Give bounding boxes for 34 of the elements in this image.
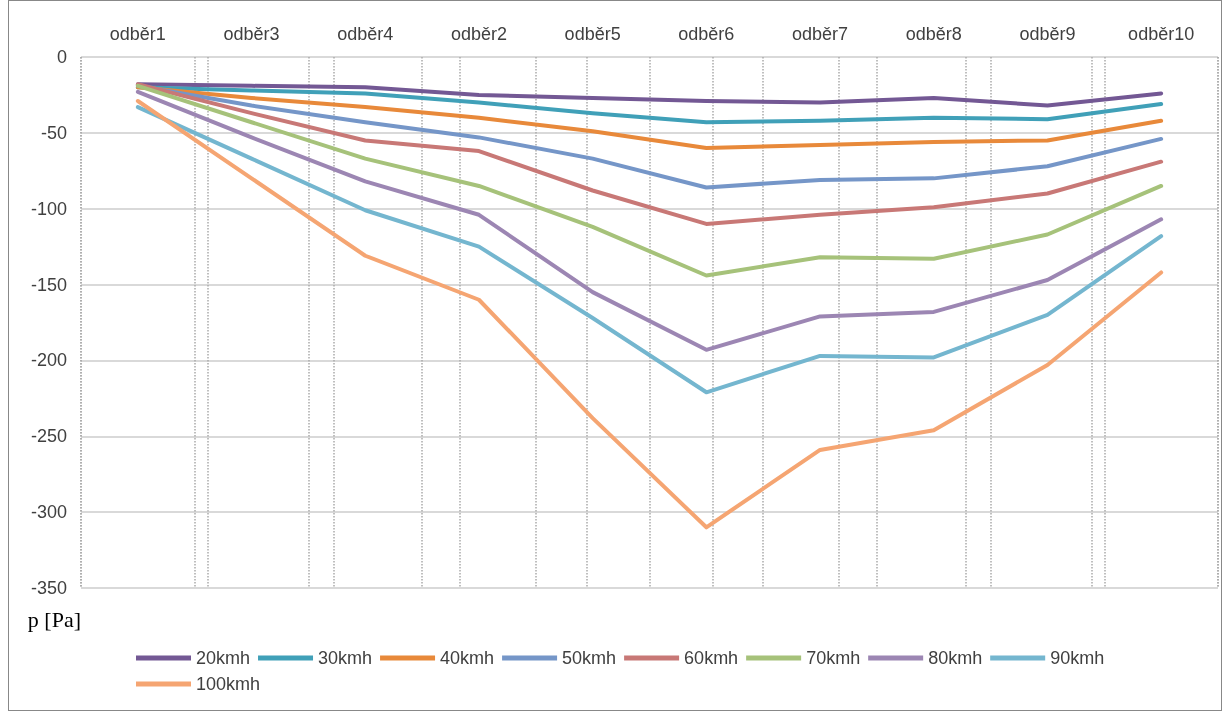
legend-label: 90kmh: [1050, 648, 1105, 668]
legend-label: 100kmh: [196, 674, 261, 694]
x-tick-label: odběr2: [450, 24, 507, 44]
line-series: [135, 83, 1164, 278]
x-tick-label: odběr7: [792, 24, 849, 44]
x-tick-label: odběr8: [905, 24, 962, 44]
y-tick-label: -100: [30, 198, 67, 219]
y-tick-label: -150: [30, 274, 67, 295]
y-tick-label: -350: [30, 578, 67, 598]
legend-label: 40kmh: [440, 648, 495, 668]
line-series: [135, 82, 1164, 226]
y-tick-label: 0: [56, 47, 67, 67]
legend-label: 20kmh: [196, 648, 251, 668]
x-tick-label: odběr1: [109, 24, 166, 44]
x-tick-label: odběr4: [337, 24, 394, 44]
x-tick-label: odběr3: [223, 24, 280, 44]
line-series: [135, 85, 1164, 151]
legend-label: 80kmh: [928, 648, 983, 668]
y-axis-title: p [Pa]: [27, 606, 81, 632]
y-tick-label: -300: [30, 502, 67, 523]
y-tick-label: -250: [30, 426, 67, 447]
x-tick-label: odběr6: [678, 24, 735, 44]
x-tick-label: odběr9: [1019, 24, 1076, 44]
legend-label: 50kmh: [562, 648, 617, 668]
y-tick-label: -50: [40, 122, 67, 143]
legend-label: 60kmh: [684, 648, 739, 668]
x-tick-label: odběr10: [1128, 24, 1195, 44]
line-series: [135, 105, 1164, 395]
legend-label: 70kmh: [806, 648, 861, 668]
line-series: [135, 89, 1164, 352]
legend-label: 30kmh: [318, 648, 373, 668]
x-tick-label: odběr5: [564, 24, 621, 44]
line-series: [135, 99, 1164, 530]
y-tick-label: -200: [30, 350, 67, 371]
